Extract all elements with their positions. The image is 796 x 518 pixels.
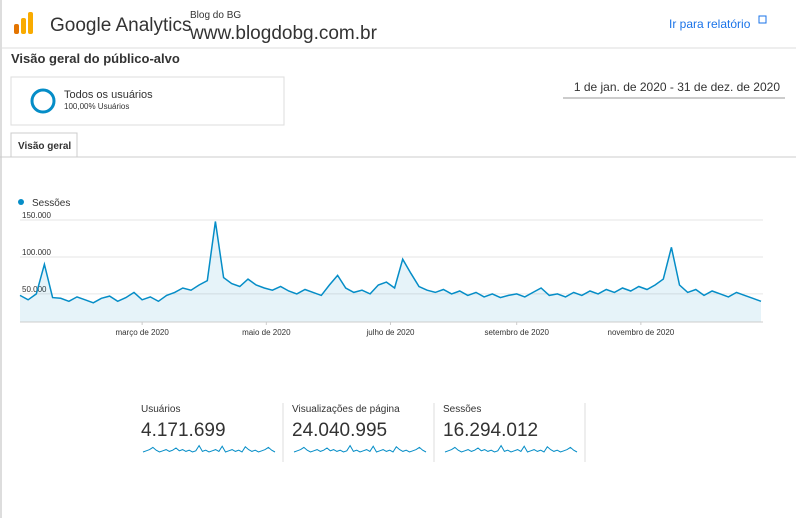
x-tick-label: maio de 2020 [242, 328, 291, 337]
line [19, 221, 762, 304]
logo-bar [14, 24, 19, 34]
external-icon [758, 15, 767, 24]
y-tick-label: 100.000 [22, 248, 51, 257]
x-tick-label: março de 2020 [115, 328, 169, 337]
area [20, 221, 761, 322]
metric-label: Sessões [443, 404, 481, 415]
product-name: Google Analytics [50, 15, 192, 36]
metric-label: Usuários [141, 404, 180, 415]
tab[interactable] [10, 132, 78, 158]
metric-value: 24.040.995 [292, 420, 387, 441]
y-tick-label: 150.000 [22, 211, 51, 220]
chart: 50.000 100.000 150.000 março de 2020 maio de… [19, 211, 763, 337]
segment-icon [30, 88, 56, 114]
legend-marker [18, 199, 24, 205]
page-title: Visão geral do público-alvo [11, 51, 180, 66]
metric-label: Visualizações de página [292, 404, 400, 415]
metric-value: 16.294.012 [443, 420, 538, 441]
sparkline [142, 444, 276, 453]
legend-label: Sessões [32, 198, 70, 209]
date-range[interactable]: 1 de jan. de 2020 - 31 de dez. de 2020 [574, 80, 780, 94]
tab-label: Visão geral [18, 141, 71, 152]
left-border [0, 0, 2, 518]
x-tick-label: setembro de 2020 [484, 328, 549, 337]
metric-value: 4.171.699 [141, 420, 226, 441]
logo-bar [28, 12, 33, 34]
report-link[interactable]: Ir para relatório [669, 17, 751, 31]
y-tick-label: 50.000 [22, 285, 47, 294]
logo-bar [21, 18, 26, 34]
account-name: Blog do BG [190, 10, 241, 21]
property-name: www.blogdobg.com.br [189, 23, 378, 44]
sparkline [293, 444, 427, 453]
x-tick-label: novembro de 2020 [608, 328, 675, 337]
segment-name: Todos os usuários [64, 89, 153, 101]
metrics: Usuários 4.171.699 Visualizações de página… [141, 403, 586, 462]
segment-box[interactable] [10, 76, 285, 126]
segment-detail: 100,00% Usuários [64, 102, 129, 111]
x-tick-label: julho de 2020 [365, 328, 415, 337]
sparkline [444, 444, 578, 453]
